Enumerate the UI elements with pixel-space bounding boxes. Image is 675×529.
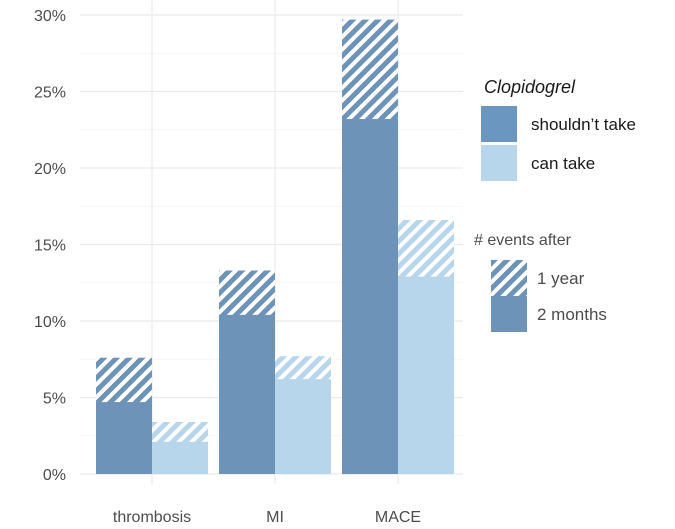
x-axis-ticks: thrombosis MI MACE	[113, 509, 421, 526]
y-tick-label: 5%	[43, 391, 66, 408]
bar-2-months-mi-series-0	[219, 314, 275, 474]
x-tick-label: thrombosis	[113, 509, 191, 526]
legend-label-2-months: 2 months	[537, 305, 607, 324]
legend-title-events-after: # events after	[474, 232, 572, 249]
y-axis-ticks: 0% 5% 10% 15% 20% 25% 30%	[34, 8, 66, 484]
x-tick-label: MACE	[375, 509, 421, 526]
legend-label-can-take: can take	[531, 154, 595, 173]
legend-swatch-shouldnt-take	[481, 106, 517, 142]
bar-2-months-thrombosis-series-1	[152, 441, 208, 474]
legend-swatch-can-take	[481, 145, 517, 181]
x-tick-label: MI	[266, 509, 284, 526]
legend-label-1-year: 1 year	[537, 269, 585, 288]
bars	[96, 19, 454, 475]
y-tick-label: 30%	[34, 8, 66, 25]
y-tick-label: 0%	[43, 467, 66, 484]
legend-title-clopidogrel: Clopidogrel	[484, 77, 576, 97]
legend-label-shouldnt-take: shouldn’t take	[531, 115, 636, 134]
bar-2-months-mace-series-0	[342, 119, 398, 474]
legend-swatch-2-months	[491, 296, 527, 332]
bar-2-months-mi-series-1	[275, 379, 331, 474]
y-tick-label: 10%	[34, 314, 66, 331]
y-tick-label: 25%	[34, 85, 66, 102]
legend-swatch-1-year	[491, 260, 527, 296]
bar-2-months-thrombosis-series-0	[96, 402, 152, 474]
y-tick-label: 15%	[34, 238, 66, 255]
legend: Clopidogrel shouldn’t take can take # ev…	[474, 77, 636, 332]
y-tick-label: 20%	[34, 161, 66, 178]
bar-2-months-mace-series-1	[398, 276, 454, 474]
